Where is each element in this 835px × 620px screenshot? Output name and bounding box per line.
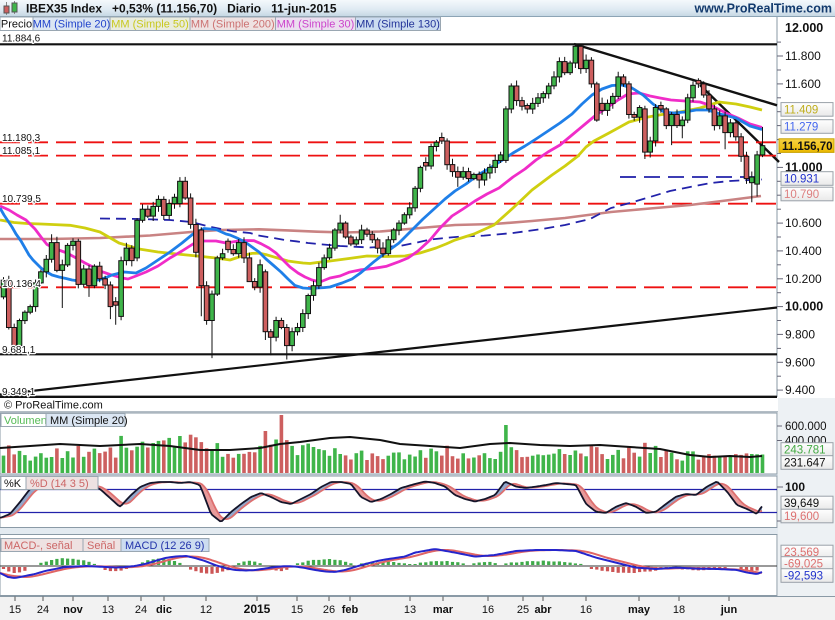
svg-text:39,649: 39,649 <box>784 498 819 510</box>
svg-text:24: 24 <box>37 604 49 616</box>
svg-text:11.000: 11.000 <box>785 160 823 174</box>
svg-text:15: 15 <box>9 604 21 616</box>
svg-text:© ProRealTime.com: © ProRealTime.com <box>4 400 103 412</box>
svg-text:11.156,70: 11.156,70 <box>782 141 833 153</box>
svg-text:9.681,1: 9.681,1 <box>2 345 36 356</box>
svg-text:10.000: 10.000 <box>785 300 823 314</box>
svg-text:MACD (12 26 9): MACD (12 26 9) <box>125 540 204 552</box>
svg-text:MM (Simple 130): MM (Simple 130) <box>356 19 440 31</box>
svg-text:11.884,6: 11.884,6 <box>2 33 41 44</box>
svg-text:11.279: 11.279 <box>784 122 818 134</box>
svg-text:10.739,5: 10.739,5 <box>2 194 41 205</box>
svg-text:MM (Simple 20): MM (Simple 20) <box>50 415 128 427</box>
svg-text:%K: %K <box>4 478 22 490</box>
svg-text:16: 16 <box>482 604 494 616</box>
svg-text:9.800: 9.800 <box>785 327 815 341</box>
svg-text:10.136,4: 10.136,4 <box>2 279 41 290</box>
svg-text:Precio: Precio <box>1 19 32 31</box>
svg-text:MM (Simple 20): MM (Simple 20) <box>33 19 111 31</box>
svg-text:13: 13 <box>102 604 114 616</box>
svg-text:13: 13 <box>404 604 416 616</box>
svg-text:10.400: 10.400 <box>785 244 822 258</box>
svg-text:-92,593: -92,593 <box>784 571 823 583</box>
svg-text:dic: dic <box>156 604 172 616</box>
svg-text:10.200: 10.200 <box>785 272 822 286</box>
svg-text:11.180,3: 11.180,3 <box>2 133 41 144</box>
svg-text:www.ProRealTime.com: www.ProRealTime.com <box>693 2 832 16</box>
svg-text:feb: feb <box>342 604 359 616</box>
svg-text:600.000: 600.000 <box>785 421 827 433</box>
svg-text:9.349,1: 9.349,1 <box>2 387 36 398</box>
svg-text:9.400: 9.400 <box>785 383 815 397</box>
svg-text:MM (Simple 30): MM (Simple 30) <box>277 19 355 31</box>
svg-text:9.600: 9.600 <box>785 355 815 369</box>
svg-text:231.647: 231.647 <box>784 458 826 470</box>
svg-text:243.781: 243.781 <box>784 445 826 457</box>
svg-text:11.085,1: 11.085,1 <box>2 146 41 157</box>
svg-text:11.409: 11.409 <box>784 105 818 117</box>
svg-text:11.800: 11.800 <box>785 49 821 63</box>
svg-text:MACD-, señal: MACD-, señal <box>4 540 72 552</box>
svg-text:12: 12 <box>200 604 212 616</box>
svg-text:10.790: 10.790 <box>784 189 819 201</box>
svg-text:-69,025: -69,025 <box>784 559 823 571</box>
svg-text:10.600: 10.600 <box>785 216 822 230</box>
svg-text:11.600: 11.600 <box>785 77 821 91</box>
svg-text:100: 100 <box>785 480 805 494</box>
svg-text:Volumen: Volumen <box>4 415 47 427</box>
svg-text:MM (Simple 50): MM (Simple 50) <box>111 19 189 31</box>
svg-text:12.000: 12.000 <box>785 21 823 35</box>
svg-text:jun: jun <box>720 604 738 616</box>
svg-text:abr: abr <box>534 604 552 616</box>
svg-text:15: 15 <box>291 604 303 616</box>
svg-text:2015: 2015 <box>244 602 271 616</box>
svg-text:16: 16 <box>580 604 592 616</box>
svg-text:10.931: 10.931 <box>784 174 819 186</box>
svg-text:IBEX35 Index +0,53% (11.156,: IBEX35 Index +0,53% (11.156,70) Diario 1… <box>26 2 337 16</box>
svg-text:19,600: 19,600 <box>784 511 819 523</box>
svg-text:24: 24 <box>135 604 147 616</box>
svg-text:26: 26 <box>323 604 335 616</box>
svg-text:nov: nov <box>63 604 83 616</box>
svg-text:25: 25 <box>517 604 529 616</box>
svg-text:may: may <box>628 604 651 616</box>
svg-text:18: 18 <box>673 604 685 616</box>
svg-text:mar: mar <box>433 604 454 616</box>
svg-text:MM (Simple 200): MM (Simple 200) <box>191 19 275 31</box>
svg-text:%D (14 3 5): %D (14 3 5) <box>30 478 89 490</box>
svg-text:Señal: Señal <box>87 540 115 552</box>
